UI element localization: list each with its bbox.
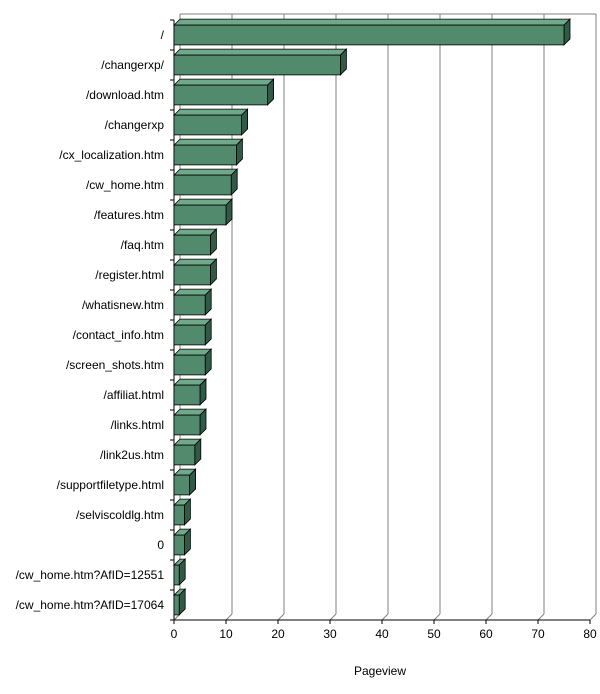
bar-top-face — [173, 198, 233, 206]
grid-floor-line — [589, 613, 597, 621]
bar-front-face — [173, 564, 180, 586]
bar-top-face — [173, 138, 244, 146]
bar-front-face — [173, 84, 268, 106]
grid-floor-line — [381, 613, 389, 621]
x-tick-label: 20 — [271, 627, 285, 641]
category-label: /cw_home.htm?AfID=12551 — [16, 568, 165, 582]
bar-top-face — [173, 168, 239, 176]
bar-front-face — [173, 144, 237, 166]
bar — [173, 318, 213, 346]
bar — [173, 108, 249, 136]
bar — [173, 138, 244, 166]
bar-top-face — [173, 108, 249, 116]
bar — [173, 438, 202, 466]
bar-front-face — [173, 24, 565, 46]
bar — [173, 498, 192, 526]
bar — [173, 378, 207, 406]
bar — [173, 288, 213, 316]
category-label: /cw_home.htm — [86, 178, 164, 192]
bar — [173, 258, 218, 286]
category-label: /register.html — [95, 268, 164, 282]
grid-floor-line — [537, 613, 545, 621]
category-label: /cx_localization.htm — [59, 148, 164, 162]
bar — [173, 558, 187, 586]
category-label: /whatisnew.htm — [82, 298, 164, 312]
category-label: / — [161, 28, 165, 42]
category-label: /screen_shots.htm — [66, 358, 164, 372]
category-label: /cw_home.htm?AfID=17064 — [16, 598, 165, 612]
bars — [173, 18, 571, 616]
bar-front-face — [173, 174, 232, 196]
bar-front-face — [173, 504, 185, 526]
bar-front-face — [173, 474, 190, 496]
bar — [173, 408, 207, 436]
grid-floor-line — [485, 613, 493, 621]
bar-front-face — [173, 324, 206, 346]
category-label: /changerxp/ — [101, 58, 164, 72]
bar-top-face — [173, 78, 275, 86]
x-tick-label: 40 — [375, 627, 389, 641]
bar-front-face — [173, 354, 206, 376]
category-label: /link2us.htm — [100, 448, 164, 462]
x-tick-label: 30 — [323, 627, 337, 641]
bar-front-face — [173, 204, 227, 226]
category-label: /affiliat.html — [104, 388, 164, 402]
bar-top-face — [173, 48, 348, 56]
category-label: /download.htm — [86, 88, 164, 102]
bar — [173, 348, 213, 376]
bar — [173, 78, 275, 106]
bar — [173, 48, 348, 76]
x-tick-label: 10 — [219, 627, 233, 641]
category-label: 0 — [157, 538, 164, 552]
bar — [173, 588, 187, 616]
category-label: /selviscoldlg.htm — [76, 508, 164, 522]
bar-front-face — [173, 234, 211, 256]
grid-floor-line — [225, 613, 233, 621]
category-label: /features.htm — [94, 208, 164, 222]
x-tick-label: 60 — [479, 627, 493, 641]
bar — [173, 468, 197, 496]
bar — [173, 228, 218, 256]
bar-front-face — [173, 534, 185, 556]
bar — [173, 528, 192, 556]
x-tick-label: 80 — [583, 627, 597, 641]
category-label: /supportfiletype.html — [57, 478, 164, 492]
x-axis-title: Pageview — [354, 664, 406, 678]
bar-front-face — [173, 54, 341, 76]
bar — [173, 198, 233, 226]
grid-floor-line — [277, 613, 285, 621]
x-tick-label: 70 — [531, 627, 545, 641]
bar-front-face — [173, 384, 201, 406]
category-label: /changerxp — [105, 118, 165, 132]
bar-top-face — [173, 18, 571, 26]
x-tick-label: 0 — [171, 627, 178, 641]
category-label: /links.html — [111, 418, 164, 432]
bar-front-face — [173, 444, 196, 466]
grid-floor-line — [433, 613, 441, 621]
axes — [170, 14, 591, 624]
bar-front-face — [173, 594, 180, 616]
bar-top-face — [173, 258, 218, 266]
bar-front-face — [173, 414, 201, 436]
bar — [173, 168, 239, 196]
x-tick-labels: 0 10 20 30 40 50 60 70 80 — [171, 627, 597, 641]
category-label: /contact_info.htm — [73, 328, 164, 342]
category-labels: / /changerxp/ /download.htm/changerxp/cx_l… — [16, 28, 165, 612]
bar-front-face — [173, 264, 211, 286]
category-label: /faq.htm — [121, 238, 164, 252]
grid-floor-line — [329, 613, 337, 621]
x-tick-label: 50 — [427, 627, 441, 641]
bar-top-face — [173, 228, 218, 236]
bar — [173, 18, 571, 46]
bar-front-face — [173, 294, 206, 316]
bar-front-face — [173, 114, 242, 136]
